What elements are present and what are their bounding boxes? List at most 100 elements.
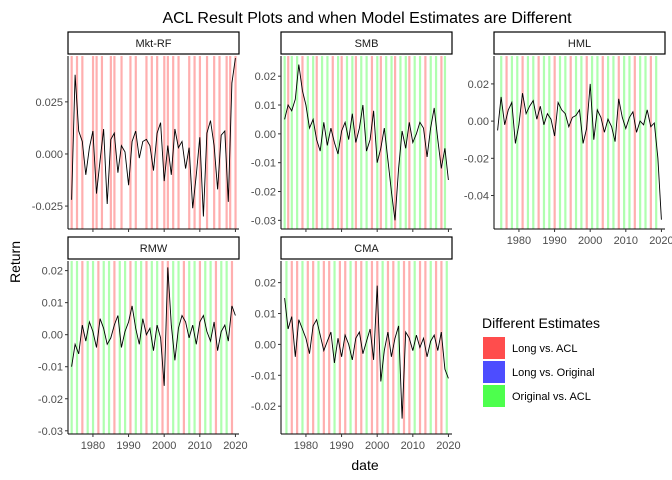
band-cma-1 — [290, 261, 293, 434]
x-tick-label-cma-3: 2010 — [401, 440, 425, 452]
band-rmw-28 — [220, 261, 223, 434]
x-tick-label-rmw-0: 1980 — [81, 440, 105, 452]
band-mktrf-11 — [145, 56, 148, 229]
band-hml-23 — [623, 56, 626, 229]
x-tick-label-rmw-2: 2000 — [152, 440, 176, 452]
band-mktrf-17 — [177, 56, 180, 229]
y-tick-label-mktrf-2: 0.025 — [35, 97, 63, 109]
strip-label-smb: SMB — [355, 38, 379, 50]
x-tick-label-hml-4: 2020 — [649, 235, 672, 247]
panel-mktrf: Mkt-RF -0.025 0.000 0.025 — [32, 31, 240, 232]
series-line-rmw — [71, 267, 236, 386]
band-smb-9 — [326, 56, 329, 229]
band-hml-15 — [580, 56, 583, 229]
band-smb-17 — [365, 56, 368, 229]
legend-title: Different Estimates — [482, 315, 600, 331]
y-tick-label-smb-4: 0.01 — [255, 100, 276, 112]
band-hml-8 — [542, 56, 546, 229]
band-rmw-7 — [107, 261, 111, 434]
x-tick-label-hml-2: 2000 — [578, 235, 602, 247]
band-rmw-8 — [113, 261, 116, 434]
panels-group: Mkt-RF -0.025 0.000 0.025 SMB -0.03 -0.02 -0.01… — [32, 31, 672, 452]
band-mktrf-3 — [91, 56, 95, 229]
band-rmw-3 — [86, 261, 89, 434]
x-tick-label-rmw-3: 2010 — [188, 440, 212, 452]
band-cma-9 — [333, 261, 336, 434]
band-mktrf-22 — [213, 56, 216, 229]
band-smb-26 — [408, 56, 411, 229]
band-mktrf-16 — [172, 56, 175, 229]
band-hml-21 — [612, 56, 615, 229]
x-tick-label-cma-0: 1980 — [294, 440, 318, 452]
band-rmw-5 — [97, 261, 100, 434]
band-cma-30 — [445, 261, 448, 434]
band-smb-3 — [296, 56, 299, 229]
band-rmw-6 — [102, 261, 105, 434]
band-hml-2 — [510, 56, 514, 229]
band-cma-14 — [360, 261, 363, 434]
y-tick-label-mktrf-1: 0.000 — [35, 149, 63, 161]
band-hml-27 — [644, 56, 647, 229]
band-smb-10 — [331, 56, 334, 229]
band-hml-0 — [500, 56, 503, 229]
band-smb-8 — [320, 56, 324, 229]
band-rmw-9 — [118, 261, 121, 434]
y-tick-label-hml-3: 0.02 — [468, 79, 489, 91]
y-tick-label-hml-0: -0.04 — [464, 191, 489, 203]
band-mktrf-14 — [163, 56, 166, 229]
y-tick-label-hml-2: 0.00 — [468, 116, 489, 128]
y-tick-label-smb-0: -0.03 — [251, 215, 276, 227]
strip-label-cma: CMA — [354, 243, 379, 255]
band-smb-33 — [443, 56, 447, 229]
panel-rmw: RMW -0.03 -0.02 -0.01 0.00 0.01 0.02 1980 1990 20… — [38, 236, 248, 452]
band-smb-25 — [404, 56, 407, 229]
y-tick-label-smb-2: -0.01 — [251, 158, 276, 170]
x-tick-label-hml-0: 1980 — [507, 235, 531, 247]
band-cma-29 — [440, 261, 443, 434]
band-smb-22 — [390, 56, 393, 229]
band-mktrf-10 — [134, 56, 137, 229]
band-hml-19 — [601, 56, 604, 229]
strip-mktrf — [67, 31, 240, 55]
strip-label-rmw: RMW — [140, 243, 168, 255]
y-tick-label-rmw-3: 0.00 — [42, 330, 63, 342]
band-rmw-15 — [150, 261, 153, 434]
band-mktrf-1 — [75, 56, 79, 229]
band-cma-28 — [434, 261, 438, 434]
legend-key-long-vs-acl — [483, 337, 505, 359]
band-smb-14 — [351, 56, 354, 229]
strip-hml — [493, 31, 666, 55]
y-tick-label-rmw-0: -0.03 — [38, 426, 63, 438]
band-cma-19 — [386, 261, 390, 434]
band-cma-3 — [301, 261, 304, 434]
band-cma-27 — [429, 261, 432, 434]
band-cma-15 — [365, 261, 368, 434]
band-rmw-25 — [204, 261, 207, 434]
band-hml-1 — [505, 56, 508, 229]
band-smb-7 — [315, 56, 318, 229]
band-hml-9 — [548, 56, 551, 229]
band-hml-28 — [649, 56, 652, 229]
band-smb-11 — [337, 56, 340, 229]
band-smb-19 — [376, 56, 379, 229]
band-smb-2 — [290, 56, 293, 229]
legend-key-long-vs-original — [483, 361, 505, 383]
legend-key-original-vs-acl — [483, 385, 505, 407]
band-smb-30 — [429, 56, 432, 229]
band-cma-12 — [349, 261, 352, 434]
band-hml-13 — [569, 56, 572, 229]
band-hml-17 — [590, 56, 594, 229]
band-hml-10 — [553, 56, 556, 229]
x-tick-label-rmw-4: 2020 — [223, 440, 247, 452]
y-tick-label-cma-3: 0.01 — [255, 309, 276, 321]
band-mktrf-8 — [120, 56, 123, 229]
band-hml-14 — [574, 56, 578, 229]
strip-label-hml: HML — [568, 38, 591, 50]
band-hml-12 — [564, 56, 567, 229]
y-tick-label-smb-1: -0.02 — [251, 187, 276, 199]
series-line-cma — [284, 285, 449, 419]
band-mktrf-23 — [218, 56, 221, 229]
strip-smb — [280, 31, 453, 55]
band-mktrf-26 — [234, 56, 237, 229]
band-cma-8 — [328, 261, 331, 434]
